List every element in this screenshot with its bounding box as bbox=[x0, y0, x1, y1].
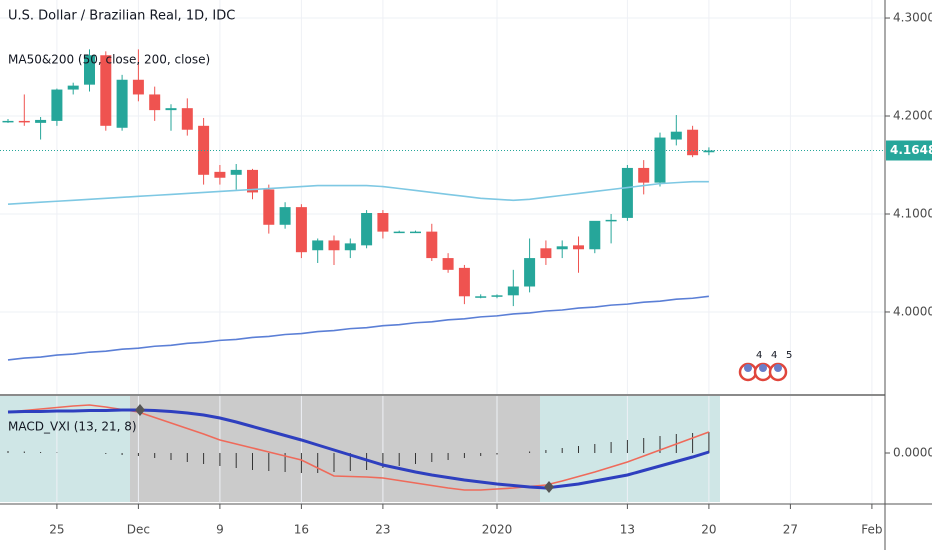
candle-body bbox=[556, 246, 568, 250]
candle-body bbox=[393, 231, 405, 234]
candle-body bbox=[703, 150, 715, 153]
event-count: 4 bbox=[771, 350, 777, 361]
y-tick-label: 4.3000 bbox=[893, 11, 932, 25]
last-price-box bbox=[886, 140, 932, 161]
candle-body bbox=[328, 240, 340, 251]
candle-body bbox=[230, 169, 242, 175]
event-icon bbox=[759, 364, 767, 372]
candle-body bbox=[621, 167, 633, 218]
candle-body bbox=[573, 245, 584, 250]
candle-body bbox=[605, 219, 617, 222]
candle-body bbox=[377, 213, 389, 232]
candle-body bbox=[687, 129, 699, 156]
candle-body bbox=[35, 119, 47, 123]
macd-label: MACD_VXI (13, 21, 8) bbox=[8, 420, 137, 434]
ma-line bbox=[7, 180, 709, 205]
candle-body bbox=[2, 120, 14, 123]
candle-body bbox=[165, 108, 177, 111]
candle-body bbox=[295, 207, 307, 253]
candle-body bbox=[458, 267, 470, 297]
candle-body bbox=[312, 240, 324, 251]
x-tick-label: 25 bbox=[49, 523, 64, 537]
candle-body bbox=[51, 89, 63, 121]
y-tick-label: 4.0000 bbox=[893, 304, 932, 318]
last-price-label: 4.1648 bbox=[890, 143, 932, 157]
candle-body bbox=[475, 296, 487, 298]
candle-body bbox=[507, 286, 519, 296]
x-tick-label: 27 bbox=[783, 523, 798, 537]
event-count: 4 bbox=[756, 350, 762, 361]
event-count: 5 bbox=[786, 350, 792, 361]
y-tick-label: 4.2000 bbox=[893, 109, 932, 123]
chart-title: U.S. Dollar / Brazilian Real, 1D, IDC bbox=[8, 9, 235, 24]
candle-body bbox=[18, 120, 30, 123]
macd-line bbox=[7, 408, 710, 490]
candle-body bbox=[181, 108, 193, 130]
candle-body bbox=[361, 213, 373, 246]
candle-body bbox=[149, 94, 161, 111]
candle-body bbox=[589, 220, 601, 250]
candle-body bbox=[132, 79, 144, 95]
x-tick-label: 13 bbox=[620, 523, 635, 537]
cross-marker bbox=[544, 481, 554, 493]
cross-marker bbox=[135, 404, 145, 416]
macd-shade bbox=[0, 396, 130, 502]
x-tick-label: 16 bbox=[294, 523, 309, 537]
candle-body bbox=[214, 171, 226, 178]
candle-body bbox=[670, 131, 682, 140]
x-tick-label: 23 bbox=[375, 523, 390, 537]
candle-body bbox=[442, 258, 454, 270]
ma-line bbox=[7, 295, 709, 361]
y-tick-label: 4.1000 bbox=[893, 206, 932, 220]
candle-body bbox=[540, 248, 552, 259]
candle-body bbox=[198, 125, 210, 175]
candle-body bbox=[491, 295, 503, 297]
candle-body bbox=[426, 231, 438, 259]
candle-body bbox=[410, 231, 421, 234]
x-tick-label: Feb bbox=[861, 523, 882, 537]
candle-body bbox=[654, 137, 666, 183]
x-tick-label: 2020 bbox=[482, 523, 513, 537]
candle-body bbox=[279, 207, 291, 225]
candle-body bbox=[344, 243, 356, 251]
candle-body bbox=[100, 55, 112, 126]
event-icon bbox=[774, 364, 782, 372]
indicator-label: MA50&200 (50, close, 200, close) bbox=[8, 53, 210, 67]
candle-body bbox=[638, 167, 650, 183]
x-tick-label: 9 bbox=[216, 523, 224, 537]
x-tick-label: Dec bbox=[127, 523, 150, 537]
y-tick-label: 0.0000 bbox=[893, 446, 932, 460]
candle-body bbox=[263, 189, 275, 225]
candle-body bbox=[524, 258, 536, 287]
event-icon bbox=[744, 364, 752, 372]
candle-body bbox=[84, 55, 95, 85]
candle-body bbox=[247, 169, 258, 193]
candle-body bbox=[116, 79, 128, 128]
x-tick-label: 20 bbox=[701, 523, 716, 537]
candle-body bbox=[67, 85, 79, 90]
